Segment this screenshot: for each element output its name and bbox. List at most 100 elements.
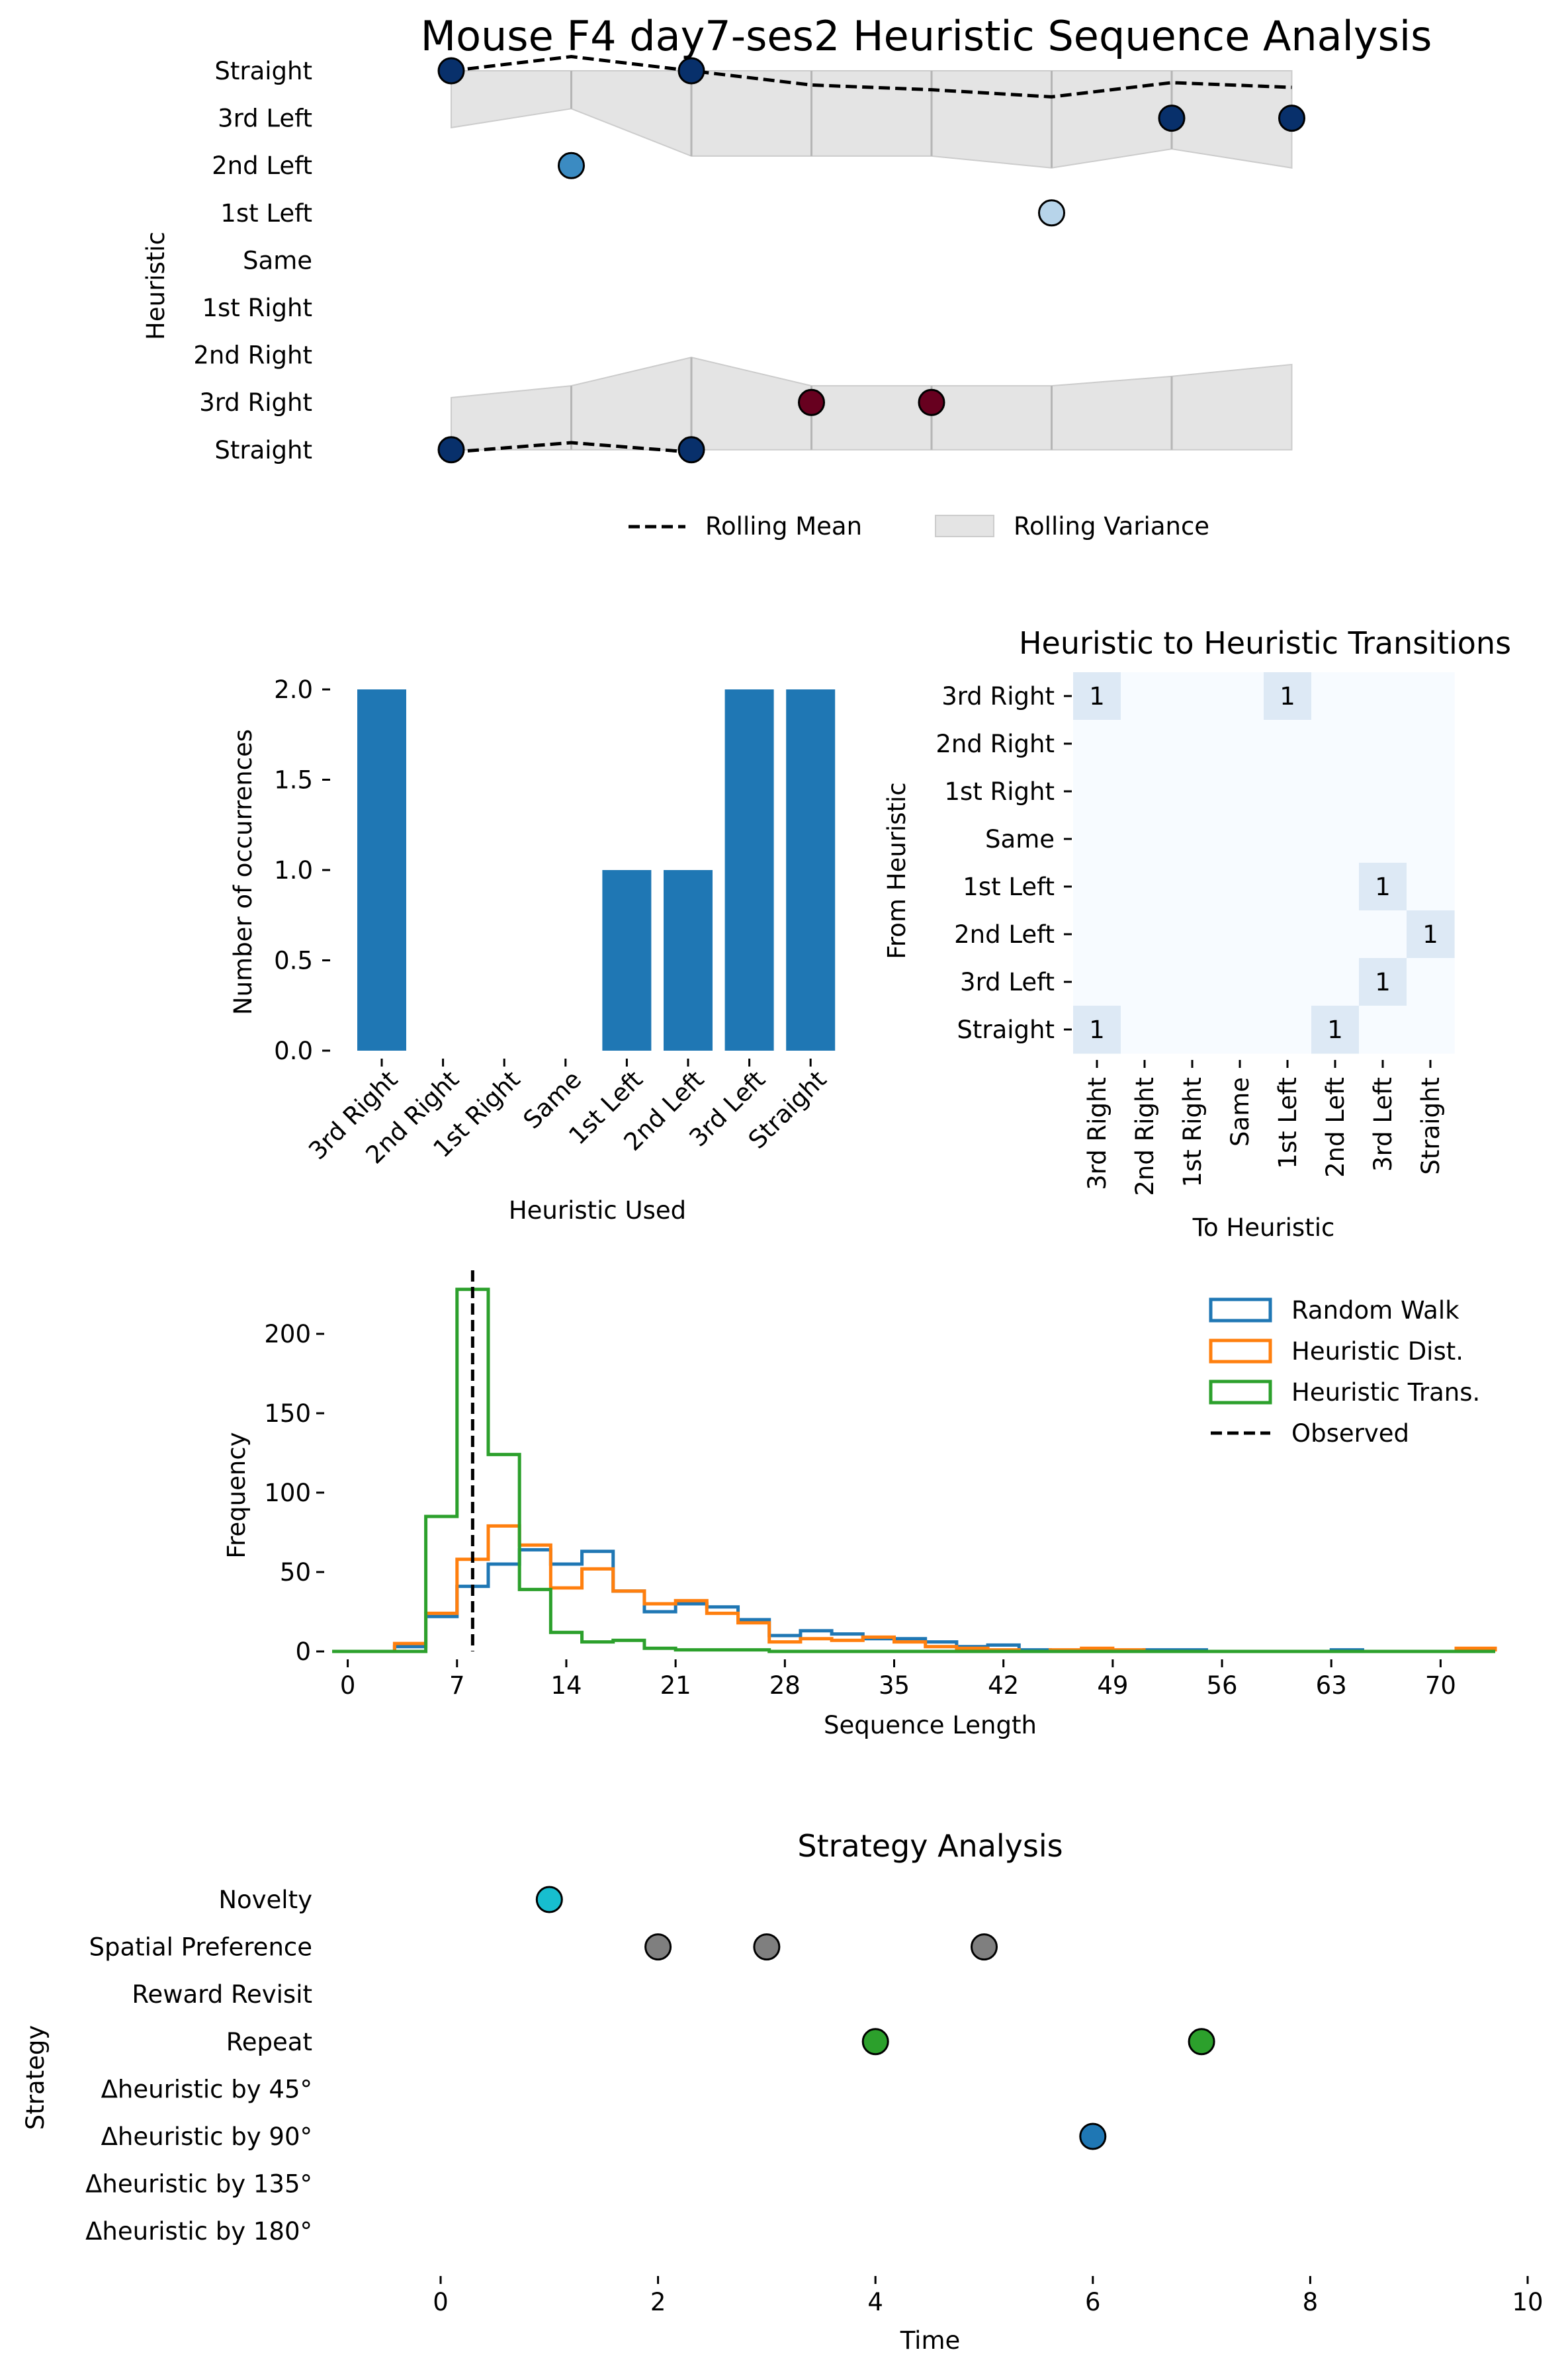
counts-y-tick-label: 0.0 xyxy=(274,1037,313,1065)
legend-label-random-walk: Random Walk xyxy=(1291,1296,1459,1325)
transitions-col-label: Same xyxy=(1226,1077,1254,1147)
strategy-y-tick-label: Spatial Preference xyxy=(89,1933,312,1962)
heatmap-cell xyxy=(1216,863,1264,911)
heatmap-cell xyxy=(1121,863,1169,911)
heatmap-cell xyxy=(1311,958,1360,1006)
sequence-y-tick-label: 3rd Left xyxy=(218,105,312,133)
strategy-x-tick-label: 0 xyxy=(433,2288,449,2316)
heatmap-cell xyxy=(1264,815,1312,863)
counts-y-tick-label: 1.0 xyxy=(274,856,313,885)
transitions-col-label: 1st Right xyxy=(1178,1077,1207,1188)
strategy-point xyxy=(644,1933,672,1961)
heatmap-cell xyxy=(1168,767,1217,816)
transitions-col-label: 3rd Left xyxy=(1369,1077,1397,1172)
histogram-heuristic-trans xyxy=(332,1288,1495,1653)
heatmap-cell xyxy=(1264,767,1312,816)
heatmap-cell xyxy=(1407,767,1455,816)
heatmap-cell xyxy=(1168,720,1217,768)
legend-swatch-heuristic-dist xyxy=(1209,1338,1272,1364)
heatmap-cell xyxy=(1168,1006,1217,1054)
heatmap-cell xyxy=(1359,863,1407,911)
heatmap-cell xyxy=(1311,815,1360,863)
lengths-x-tick-label: 7 xyxy=(449,1671,465,1700)
heuristic-sequence-panel: Straight 3rd Right 2nd Right 1st Right Same 1… xyxy=(142,55,1305,541)
transitions-row-label: Straight xyxy=(957,1016,1055,1044)
heatmap-cell xyxy=(1121,720,1169,768)
counts-y-label: Number of occurrences xyxy=(229,729,257,1015)
heatmap-cell xyxy=(1407,1006,1455,1054)
heatmap-cell xyxy=(1264,910,1312,959)
heuristic-point xyxy=(1278,105,1305,132)
heatmap-cell xyxy=(1407,815,1455,863)
heatmap-cell xyxy=(1407,720,1455,768)
strategy-point xyxy=(1079,2123,1107,2150)
heatmap-cell xyxy=(1216,958,1264,1006)
heatmap-cell xyxy=(1073,910,1121,959)
heatmap-cell xyxy=(1311,672,1360,721)
transitions-col-label: Straight xyxy=(1416,1077,1445,1175)
heatmap-cell xyxy=(1407,910,1455,959)
legend-swatch-heuristic-trans xyxy=(1209,1379,1272,1405)
legend-label-heuristic-trans: Heuristic Trans. xyxy=(1291,1378,1480,1407)
sequence-y-tick-label: 1st Right xyxy=(202,294,312,322)
heatmap-cell-value: 1 xyxy=(1327,1016,1343,1044)
heatmap-cell xyxy=(1168,863,1217,911)
strategy-point xyxy=(971,1933,998,1961)
lengths-y-tick-label: 50 xyxy=(280,1558,311,1587)
heatmap-cell xyxy=(1073,767,1121,816)
heatmap-cell xyxy=(1216,672,1264,721)
transition-heatmap-panel: Heuristic to Heuristic Transitions 1 1 1 1 1… xyxy=(883,625,1511,1242)
heatmap-cell xyxy=(1121,672,1169,721)
heatmap-cell-value: 1 xyxy=(1089,1016,1105,1044)
heatmap-cell-value: 1 xyxy=(1089,682,1105,711)
strategy-point xyxy=(535,1886,563,1913)
transitions-row-label: 3rd Right xyxy=(941,682,1055,711)
heatmap-cell xyxy=(1216,1006,1264,1054)
heatmap-cell xyxy=(1359,815,1407,863)
counts-y-tick-label: 1.5 xyxy=(274,766,313,795)
counts-y-tick-label: 0.5 xyxy=(274,947,313,975)
heatmap-cell xyxy=(1073,815,1121,863)
counts-x-label: Heuristic Used xyxy=(509,1196,686,1225)
heatmap-cell xyxy=(1359,672,1407,721)
sequence-y-tick-label: 1st Left xyxy=(220,199,312,228)
rolling-variance-legend-label: Rolling Variance xyxy=(1014,512,1209,541)
rolling-variance-legend-swatch xyxy=(935,515,994,537)
strategy-panel: Strategy Analysis Novelty Spatial Prefere… xyxy=(21,1828,1544,2355)
lengths-x-tick-label: 56 xyxy=(1207,1671,1238,1700)
strategy-x-tick-label: 10 xyxy=(1512,2288,1543,2316)
transitions-row-label: 3rd Left xyxy=(960,968,1055,996)
sequence-y-tick-label: 3rd Right xyxy=(199,388,312,417)
heatmap-cell xyxy=(1311,720,1360,768)
heuristic-point xyxy=(798,388,825,416)
heatmap-cell xyxy=(1073,863,1121,911)
bar-2nd-left xyxy=(664,870,713,1051)
heatmap-cell xyxy=(1216,910,1264,959)
lengths-y-tick-label: 100 xyxy=(264,1479,311,1507)
heuristic-point xyxy=(677,436,705,464)
strategy-y-tick-label: Novelty xyxy=(218,1886,312,1914)
transitions-col-label: 2nd Right xyxy=(1131,1077,1159,1196)
legend-swatch-random-walk xyxy=(1209,1297,1272,1323)
heatmap-cell xyxy=(1073,1006,1121,1054)
heatmap-cell xyxy=(1264,720,1312,768)
strategy-y-tick-label: Δheuristic by 90° xyxy=(101,2123,312,2151)
bar-3rd-right xyxy=(357,689,406,1051)
bar-3rd-left xyxy=(724,689,774,1051)
heatmap-cell xyxy=(1121,910,1169,959)
heatmap-cell xyxy=(1359,767,1407,816)
lengths-y-label: Frequency xyxy=(222,1432,251,1558)
lengths-y-tick-label: 150 xyxy=(264,1399,311,1428)
heuristic-point xyxy=(437,436,465,464)
heatmap-cell xyxy=(1073,672,1121,721)
counts-y-tick-label: 2.0 xyxy=(274,676,313,704)
heatmap-cell xyxy=(1407,672,1455,721)
heuristic-point xyxy=(918,388,945,416)
lengths-x-label: Sequence Length xyxy=(824,1711,1037,1739)
strategy-x-label: Time xyxy=(900,2326,961,2355)
strategy-y-tick-label: Reward Revisit xyxy=(132,1980,312,2009)
legend-label-heuristic-dist: Heuristic Dist. xyxy=(1291,1337,1463,1366)
lengths-x-tick-label: 14 xyxy=(550,1671,582,1700)
rolling-variance-band-bottom xyxy=(451,357,1293,451)
